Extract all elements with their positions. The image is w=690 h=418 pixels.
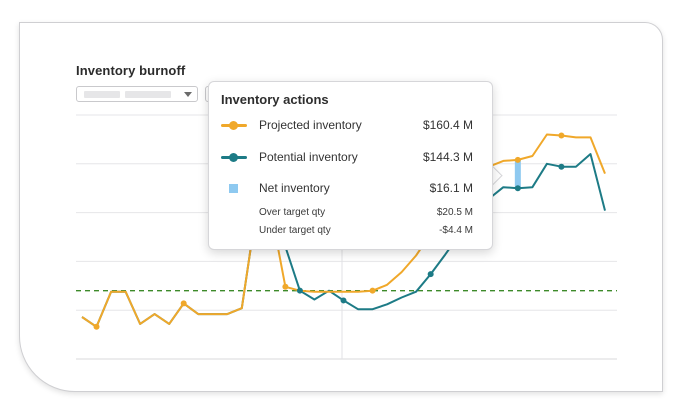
potential-point: [296, 287, 303, 294]
potential-point: [514, 185, 521, 192]
tooltip-value: $160.4 M: [422, 118, 473, 132]
tooltip-row-projected: Projected inventory $160.4 M: [209, 118, 492, 134]
widget-title: Inventory burnoff: [76, 63, 186, 78]
tooltip-value: $16.1 M: [429, 181, 473, 195]
potential-point: [558, 163, 565, 170]
projected-point: [282, 283, 289, 290]
tooltip-value: $144.3 M: [422, 150, 473, 164]
inventory-burnoff-card: Inventory burnoff Inventory actions Proj…: [19, 22, 663, 392]
tooltip-value: -$4.4 M: [439, 225, 473, 236]
chevron-down-icon: [184, 92, 192, 97]
tooltip-label: Net inventory: [259, 181, 330, 195]
tooltip-title: Inventory actions: [221, 92, 329, 107]
net-square-icon: [229, 184, 238, 193]
projected-point: [558, 132, 565, 139]
filter-dropdown[interactable]: [76, 86, 198, 102]
projected-dot-icon: [229, 121, 238, 130]
projected-point: [369, 287, 376, 294]
tooltip-row-under-target: Under target qty -$4.4 M: [209, 225, 492, 241]
potential-dot-icon: [229, 153, 238, 162]
tooltip-value: $20.5 M: [436, 207, 473, 218]
inventory-tooltip: Inventory actions Projected inventory $1…: [208, 81, 493, 250]
projected-point: [93, 323, 100, 330]
dropdown-placeholder: [125, 91, 171, 98]
dropdown-placeholder: [84, 91, 120, 98]
net-inventory-bar: [514, 159, 521, 189]
potential-point: [340, 297, 347, 304]
tooltip-label: Projected inventory: [259, 118, 362, 132]
tooltip-row-net: Net inventory $16.1 M: [209, 181, 492, 197]
tooltip-label: Under target qty: [259, 225, 331, 236]
potential-point: [427, 271, 434, 278]
projected-point: [514, 156, 521, 163]
tooltip-row-potential: Potential inventory $144.3 M: [209, 150, 492, 166]
tooltip-label: Potential inventory: [259, 150, 358, 164]
tooltip-label: Over target qty: [259, 207, 326, 218]
projected-point: [180, 300, 187, 307]
tooltip-row-over-target: Over target qty $20.5 M: [209, 207, 492, 223]
